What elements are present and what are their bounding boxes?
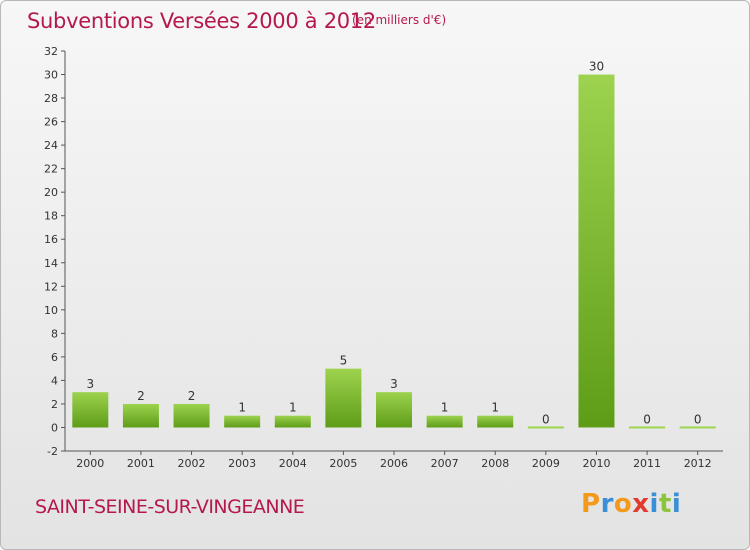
bar: [477, 415, 514, 428]
y-tick-label: 22: [44, 163, 58, 176]
x-tick-label: 2003: [228, 457, 256, 470]
y-tick-label: 20: [44, 186, 58, 199]
y-tick-label: 4: [51, 374, 58, 387]
chart-title: Subventions Versées 2000 à 2012: [27, 9, 376, 33]
y-tick-label: 16: [44, 233, 58, 246]
x-tick-label: 2008: [481, 457, 509, 470]
x-tick-label: 2010: [582, 457, 610, 470]
y-tick-label: 26: [44, 116, 58, 129]
y-tick-label: 6: [51, 351, 58, 364]
bar-value-label: 2: [188, 389, 196, 403]
y-tick-label: 32: [44, 45, 58, 58]
bar-value-label: 1: [491, 401, 499, 415]
y-tick-label: 12: [44, 280, 58, 293]
y-tick-label: 14: [44, 257, 58, 270]
y-tick-label: 24: [44, 139, 58, 152]
bar-value-label: 0: [542, 412, 550, 426]
x-tick-label: 2006: [380, 457, 408, 470]
bar: [224, 415, 261, 428]
bar-value-label: 5: [340, 354, 348, 368]
y-tick-label: 28: [44, 92, 58, 105]
bar: [629, 426, 666, 429]
x-tick-label: 2007: [431, 457, 459, 470]
y-tick-label: 8: [51, 327, 58, 340]
logo-letter: x: [632, 489, 650, 519]
bar: [274, 415, 311, 428]
x-tick-label: 2001: [127, 457, 155, 470]
x-tick-label: 2012: [684, 457, 712, 470]
chart-subtitle: (en milliers d'€): [352, 13, 447, 27]
logo-letter: t: [658, 489, 672, 519]
y-tick-label: 18: [44, 210, 58, 223]
y-tick-label: 0: [51, 421, 58, 434]
logo-letter: o: [613, 489, 633, 519]
x-tick-label: 2002: [178, 457, 206, 470]
bar: [679, 426, 716, 429]
bar-value-label: 0: [694, 412, 702, 426]
bar: [578, 74, 615, 428]
bar-value-label: 30: [589, 60, 604, 74]
x-tick-label: 2004: [279, 457, 307, 470]
x-tick-label: 2000: [76, 457, 104, 470]
logo-letter: i: [671, 489, 682, 519]
bar-value-label: 2: [137, 389, 145, 403]
y-tick-label: 2: [51, 398, 58, 411]
x-tick-label: 2011: [633, 457, 661, 470]
bar-value-label: 1: [441, 401, 449, 415]
bar-value-label: 1: [289, 401, 297, 415]
y-tick-label: 10: [44, 304, 58, 317]
proxiti-logo[interactable]: Proxiti: [581, 489, 681, 519]
bar: [376, 392, 412, 428]
bar: [325, 368, 362, 428]
commune-name: SAINT-SEINE-SUR-VINGEANNE: [35, 496, 305, 518]
bar-value-label: 1: [238, 401, 246, 415]
bar-value-label: 3: [86, 377, 94, 391]
y-tick-label: 30: [44, 69, 58, 82]
bar: [173, 403, 210, 428]
bar: [122, 403, 159, 428]
logo-letter: i: [649, 489, 659, 519]
x-tick-label: 2009: [532, 457, 560, 470]
bar: [527, 426, 564, 429]
bar-value-label: 0: [643, 412, 651, 426]
x-tick-label: 2005: [329, 457, 357, 470]
bar: [426, 415, 463, 428]
bar-value-label: 3: [390, 377, 398, 391]
logo-letter: r: [600, 489, 614, 519]
logo-letter: P: [581, 489, 601, 519]
y-tick-label: -2: [47, 445, 58, 458]
bar: [72, 392, 109, 428]
